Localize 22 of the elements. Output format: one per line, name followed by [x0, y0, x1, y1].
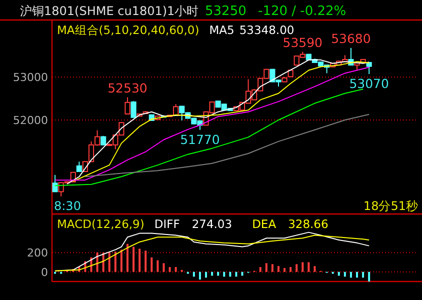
chart-title: MACD(12,26,9) — [57, 217, 144, 231]
y-tick-label: 52000 — [13, 114, 48, 128]
annotation: 53590 — [282, 34, 323, 50]
y-tick-label: 200 — [27, 246, 48, 260]
chart-title: 沪铜1801(SHME cu1801)1小时 — [20, 4, 199, 18]
legend-title: MA组合(5,10,20,40,60,0) — [57, 23, 200, 37]
y-tick-label: 53000 — [13, 71, 48, 84]
annotation: 18分51秒 — [363, 199, 418, 213]
annotation: 53070 — [349, 76, 390, 92]
text: MA5 — [209, 23, 234, 37]
series-label: DEA — [252, 217, 276, 231]
text: 53250 — [205, 4, 246, 19]
annotation: 274.03 — [192, 217, 232, 231]
series-label: DIFF — [154, 217, 180, 231]
annotation: 52530 — [108, 80, 148, 96]
annotation: 8:30 — [54, 199, 81, 213]
annotation: 53348.00 — [239, 23, 294, 37]
annotation: 53680 — [331, 30, 371, 46]
annotation: 51770 — [180, 132, 220, 147]
y-tick-label: 0 — [41, 266, 48, 279]
text: -120 / -0.22% — [258, 4, 346, 19]
annotation: 328.66 — [288, 217, 328, 231]
